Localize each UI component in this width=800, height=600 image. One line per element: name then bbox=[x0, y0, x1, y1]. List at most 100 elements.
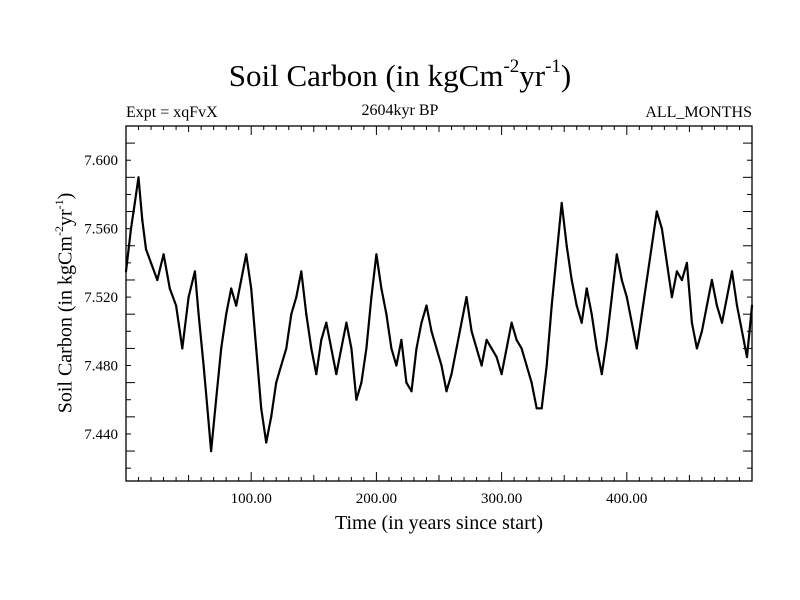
data-point bbox=[295, 296, 298, 299]
title-superscript-m2: -2 bbox=[503, 55, 520, 77]
data-point bbox=[575, 304, 578, 307]
time-label: 2604kyr BP bbox=[361, 102, 439, 119]
data-point bbox=[420, 321, 423, 324]
data-point bbox=[585, 287, 588, 290]
y-tick-label: 7.520 bbox=[84, 290, 118, 306]
data-point bbox=[240, 278, 243, 282]
y-tick-label: 7.600 bbox=[84, 153, 118, 169]
data-point bbox=[490, 347, 493, 350]
data-point bbox=[330, 347, 333, 350]
data-point bbox=[133, 201, 136, 205]
data-point bbox=[500, 373, 503, 376]
data-point bbox=[620, 278, 623, 282]
data-point bbox=[550, 304, 553, 307]
data-point bbox=[410, 390, 413, 393]
chart-title: Soil Carbon (in kgCm-2yr-1) bbox=[0, 55, 800, 94]
data-point bbox=[480, 364, 483, 367]
data-point bbox=[730, 270, 734, 273]
data-point bbox=[400, 338, 403, 341]
data-point bbox=[600, 373, 603, 376]
data-point bbox=[445, 390, 448, 393]
data-point bbox=[660, 227, 664, 230]
data-point bbox=[455, 347, 458, 350]
data-point bbox=[605, 338, 608, 341]
plot-area-frame bbox=[125, 125, 753, 482]
data-point bbox=[465, 296, 468, 299]
data-point bbox=[197, 313, 200, 316]
data-point bbox=[141, 219, 144, 222]
title-close-paren: ) bbox=[560, 58, 572, 93]
data-point bbox=[560, 201, 563, 205]
y-tick-label: 7.480 bbox=[84, 359, 118, 375]
data-point bbox=[495, 355, 498, 359]
data-point bbox=[470, 330, 473, 333]
data-point bbox=[725, 296, 729, 299]
data-point bbox=[640, 313, 643, 316]
data-point bbox=[390, 347, 393, 350]
data-point bbox=[505, 347, 508, 350]
data-point bbox=[365, 347, 368, 350]
data-point bbox=[375, 253, 378, 256]
y-tick-label: 7.560 bbox=[84, 222, 118, 238]
data-point bbox=[485, 338, 488, 341]
data-point bbox=[290, 313, 293, 316]
data-point bbox=[215, 398, 218, 401]
data-point bbox=[580, 321, 583, 324]
data-point bbox=[645, 278, 648, 282]
data-point bbox=[625, 296, 628, 299]
y-axis-title-superscript-yr1: -1 bbox=[52, 199, 67, 210]
data-point bbox=[450, 373, 453, 376]
data-point bbox=[187, 296, 190, 299]
data-point bbox=[565, 244, 568, 247]
data-point bbox=[425, 304, 428, 307]
data-point bbox=[430, 330, 433, 333]
data-point bbox=[149, 261, 153, 264]
data-point bbox=[540, 407, 543, 410]
data-point bbox=[685, 261, 689, 264]
data-point bbox=[690, 321, 694, 324]
data-point bbox=[715, 304, 719, 307]
data-point bbox=[255, 347, 258, 350]
data-point bbox=[745, 355, 749, 359]
y-axis-title-text: Soil Carbon (in kgCm bbox=[54, 236, 77, 414]
data-point bbox=[300, 270, 303, 273]
data-point bbox=[285, 347, 288, 350]
data-point bbox=[670, 296, 674, 299]
data-point bbox=[245, 253, 248, 256]
data-point bbox=[280, 364, 283, 367]
data-point bbox=[595, 347, 598, 350]
y-axis-title: Soil Carbon (in kgCm-2yr-1) bbox=[52, 193, 78, 414]
x-tick-label: 200.00 bbox=[356, 491, 397, 507]
data-point bbox=[144, 248, 148, 251]
data-point bbox=[570, 278, 573, 282]
series-group bbox=[124, 176, 754, 453]
x-tick-label: 100.00 bbox=[231, 491, 272, 507]
data-point bbox=[360, 381, 363, 384]
data-point bbox=[395, 364, 398, 367]
data-point bbox=[705, 304, 709, 307]
data-point bbox=[555, 253, 558, 256]
data-point bbox=[680, 278, 684, 282]
data-point bbox=[345, 321, 348, 324]
data-point bbox=[235, 304, 238, 307]
data-point bbox=[193, 270, 196, 273]
data-point bbox=[385, 313, 388, 316]
data-point bbox=[610, 296, 613, 299]
data-point bbox=[460, 321, 463, 324]
x-axis-title: Time (in years since start) bbox=[334, 512, 544, 534]
data-point bbox=[655, 210, 658, 213]
title-text-yr: yr bbox=[519, 58, 546, 93]
data-point bbox=[525, 364, 528, 367]
data-point bbox=[265, 441, 268, 444]
series-line bbox=[124, 176, 754, 453]
data-point bbox=[129, 227, 133, 230]
data-point bbox=[156, 278, 159, 282]
data-point bbox=[545, 364, 548, 367]
data-point bbox=[210, 450, 213, 453]
data-point bbox=[615, 253, 618, 256]
data-point bbox=[405, 381, 408, 384]
y-tick-label: 7.440 bbox=[84, 427, 118, 443]
data-point bbox=[270, 415, 273, 418]
data-point bbox=[320, 338, 323, 341]
